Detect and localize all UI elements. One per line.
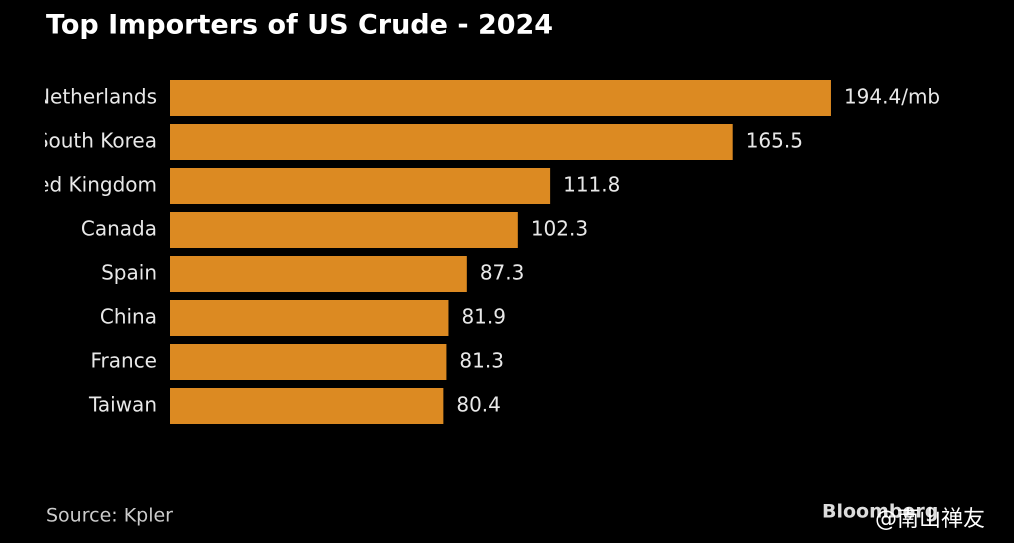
value-label: 111.8 [563,173,620,197]
category-label: United Kingdom [0,173,157,197]
category-label: Spain [101,261,157,285]
value-label: 80.4 [456,393,501,417]
category-label: Netherlands [35,85,157,109]
category-label: France [90,349,157,373]
category-label: Taiwan [88,393,157,417]
value-label: 194.4/mb [844,85,940,109]
bar [170,256,467,292]
chart-title: Top Importers of US Crude - 2024 [46,10,553,41]
category-label: China [100,305,157,329]
bar [170,124,733,160]
category-label: Canada [81,217,157,241]
bar [170,300,449,336]
bar [170,212,518,248]
watermark: @南山禅友 [875,507,985,532]
value-label: 102.3 [531,217,588,241]
logo: Bloomberg [822,501,938,523]
bar [170,80,831,116]
value-label: 81.3 [459,349,504,373]
category-labels: Netherlands South Korea United Kingdom Cana… [0,85,157,417]
value-label: 87.3 [480,261,525,285]
source: Source: Kpler [46,505,173,527]
bar [170,344,447,380]
bar [170,388,444,424]
category-label: South Korea [36,129,157,153]
value-label: 165.5 [746,129,803,153]
value-label: 81.9 [461,305,506,329]
bar [170,168,551,204]
